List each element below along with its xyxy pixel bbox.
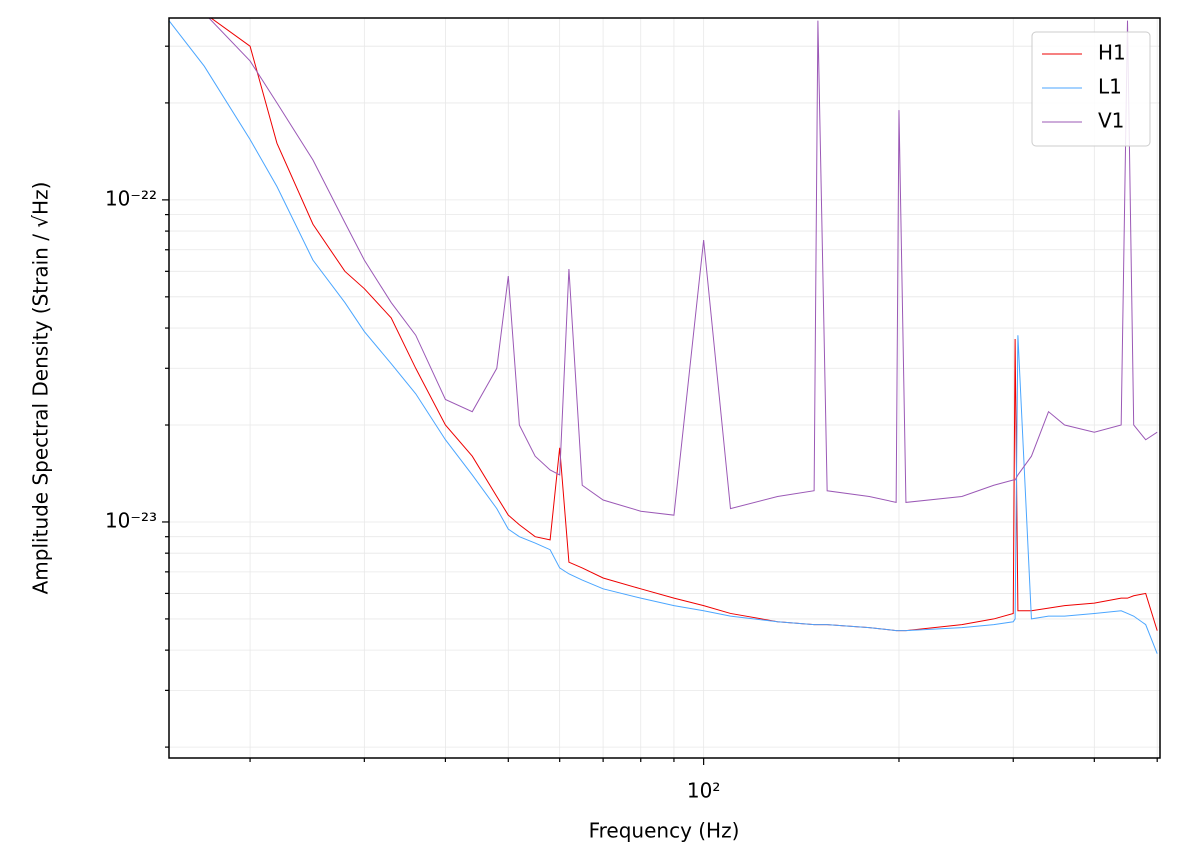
y-axis-label: Amplitude Spectral Density (Strain / √Hz… xyxy=(29,182,53,595)
series-line xyxy=(208,18,1158,516)
legend-label: L1 xyxy=(1098,75,1122,99)
legend: H1 L1 V1 xyxy=(1031,31,1151,147)
y-tick-label: 10⁻²³ xyxy=(105,508,157,532)
x-tick-label: 10² xyxy=(687,779,720,803)
series-line xyxy=(210,18,1158,632)
line-layer xyxy=(169,18,1158,654)
series-line xyxy=(169,20,1158,654)
grid-layer xyxy=(169,18,1160,758)
tick-layer: 10² 10⁻²³ 10⁻²² xyxy=(105,45,1158,803)
plot-frame xyxy=(168,17,1161,759)
legend-label: H1 xyxy=(1098,41,1126,65)
x-axis-label: Frequency (Hz) xyxy=(589,819,740,843)
legend-label: V1 xyxy=(1098,109,1124,133)
y-tick-label: 10⁻²² xyxy=(105,186,157,210)
legend-box xyxy=(1031,31,1151,147)
